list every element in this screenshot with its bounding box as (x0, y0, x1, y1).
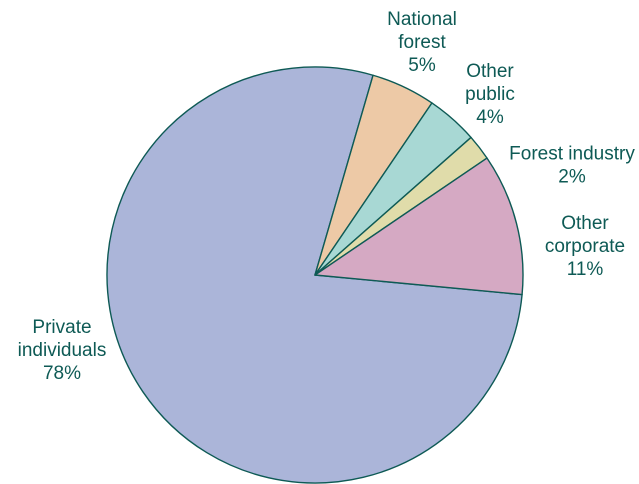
slice-label-private-individuals: Private individuals 78% (18, 317, 107, 384)
slice-label-line: 2% (558, 167, 586, 188)
pie-slices (106, 66, 524, 484)
pie-labels: Private individuals 78%National forest 5% Oth… (18, 9, 636, 384)
slice-label-line: corporate (545, 236, 625, 257)
pie-slice-other-corporate (314, 157, 524, 296)
slice-label-line: 4% (476, 107, 504, 128)
slice-label-line: public (465, 84, 515, 105)
slice-label-line: Private (32, 317, 91, 338)
slice-label-other-corporate: Other corporate 11% (545, 213, 625, 280)
slice-label-line: Forest industry (509, 144, 635, 165)
slice-label-line: forest (398, 32, 446, 53)
slice-label-line: individuals (18, 340, 107, 361)
slice-label-forest-industry: Forest industry 2% (509, 144, 635, 188)
slice-label-other-public: Other public 4% (465, 61, 515, 128)
slice-label-national-forest: National forest 5% (387, 9, 457, 76)
slice-label-line: 11% (567, 259, 604, 280)
slice-label-line: Other (561, 213, 609, 234)
slice-label-line: National (387, 9, 457, 30)
slice-label-line: 78% (43, 363, 81, 384)
slice-label-line: 5% (408, 55, 436, 76)
slice-label-line: Other (466, 61, 514, 82)
